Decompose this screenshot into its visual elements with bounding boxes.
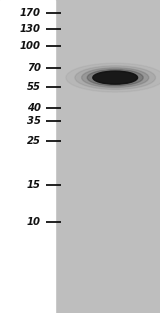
Text: 55: 55: [27, 82, 41, 92]
Ellipse shape: [87, 69, 143, 86]
Ellipse shape: [82, 68, 149, 87]
Ellipse shape: [75, 66, 156, 90]
Text: 40: 40: [27, 103, 41, 113]
Text: 25: 25: [27, 136, 41, 146]
Text: 70: 70: [27, 63, 41, 73]
Text: 130: 130: [20, 24, 41, 34]
Text: 100: 100: [20, 41, 41, 51]
Text: 15: 15: [27, 180, 41, 190]
Text: 35: 35: [27, 115, 41, 126]
Text: 10: 10: [27, 217, 41, 227]
Ellipse shape: [93, 71, 138, 84]
Bar: [0, 0, 55, 313]
Text: 170: 170: [20, 8, 41, 18]
